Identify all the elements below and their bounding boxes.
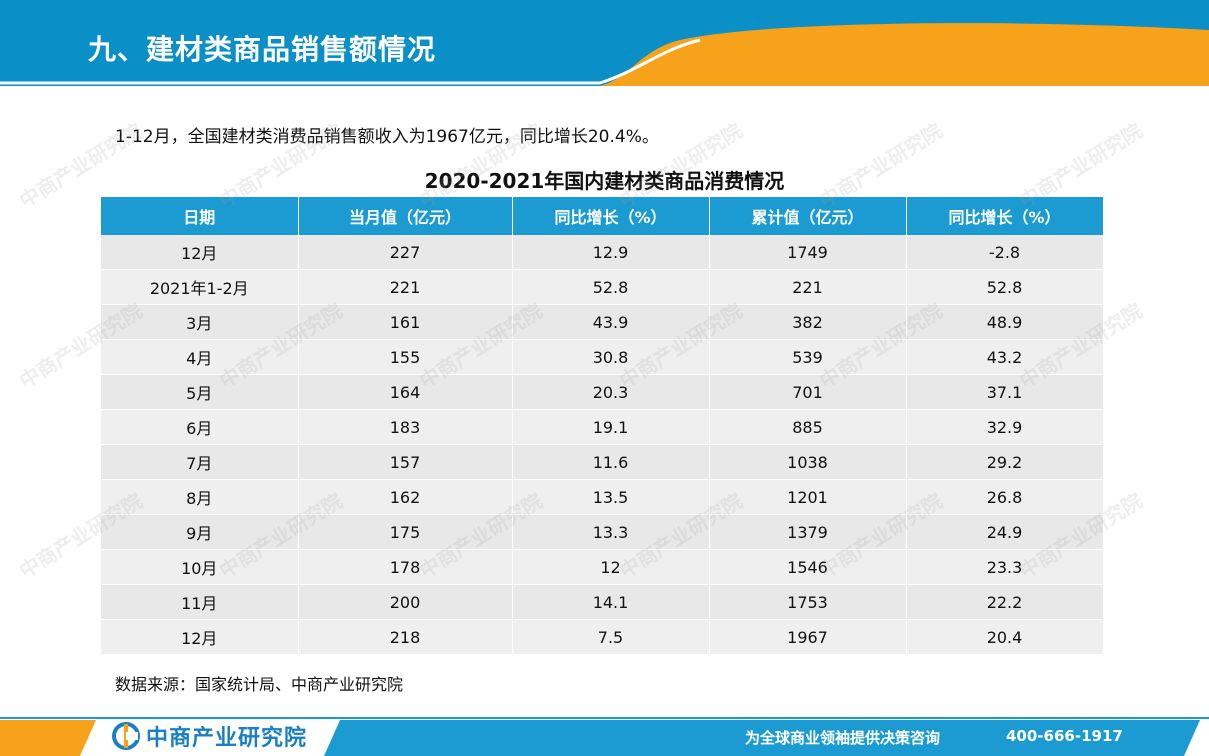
column-header-monthly-value: 当月值（亿元） bbox=[298, 197, 513, 235]
cell-cumulative-value: 701 bbox=[709, 374, 907, 410]
footer-slogan: 为全球商业领袖提供决策咨询 bbox=[745, 729, 941, 747]
table-row: 5月 164 20.3 701 37.1 bbox=[101, 374, 1104, 410]
cell-monthly-yoy: 13.5 bbox=[512, 479, 710, 515]
column-header-monthly-yoy: 同比增长（%） bbox=[512, 197, 710, 235]
cell-date: 12月 bbox=[101, 619, 299, 655]
table-body: 12月 227 12.9 1749 -2.8 2021年1-2月 221 52.8 221 52.… bbox=[101, 235, 1104, 655]
table-row: 4月 155 30.8 539 43.2 bbox=[101, 339, 1104, 375]
cell-monthly-value: 161 bbox=[298, 304, 513, 340]
cell-monthly-yoy: 12 bbox=[512, 549, 710, 585]
table-row: 12月 218 7.5 1967 20.4 bbox=[101, 619, 1104, 655]
cell-monthly-value: 221 bbox=[298, 269, 513, 305]
cell-monthly-value: 200 bbox=[298, 584, 513, 620]
cell-date: 7月 bbox=[101, 444, 299, 480]
cell-cumulative-yoy: 43.2 bbox=[906, 339, 1104, 375]
cell-monthly-yoy: 19.1 bbox=[512, 409, 710, 445]
cell-cumulative-yoy: 24.9 bbox=[906, 514, 1104, 550]
footer-bar bbox=[0, 716, 1209, 756]
askci-logo-icon bbox=[112, 722, 140, 750]
cell-monthly-value: 183 bbox=[298, 409, 513, 445]
table-row: 8月 162 13.5 1201 26.8 bbox=[101, 479, 1104, 515]
cell-date: 8月 bbox=[101, 479, 299, 515]
cell-cumulative-yoy: 22.2 bbox=[906, 584, 1104, 620]
cell-cumulative-value: 1546 bbox=[709, 549, 907, 585]
table-row: 10月 178 12 1546 23.3 bbox=[101, 549, 1104, 585]
column-header-cumulative-yoy: 同比增长（%） bbox=[906, 197, 1104, 235]
table-title: 2020-2021年国内建材类商品消费情况 bbox=[424, 169, 785, 193]
column-header-date: 日期 bbox=[101, 197, 299, 235]
cell-date: 6月 bbox=[101, 409, 299, 445]
cell-date: 4月 bbox=[101, 339, 299, 375]
cell-date: 9月 bbox=[101, 514, 299, 550]
cell-cumulative-yoy: 23.3 bbox=[906, 549, 1104, 585]
cell-cumulative-value: 1038 bbox=[709, 444, 907, 480]
cell-monthly-value: 227 bbox=[298, 235, 513, 270]
cell-date: 5月 bbox=[101, 374, 299, 410]
cell-date: 3月 bbox=[101, 304, 299, 340]
cell-monthly-value: 218 bbox=[298, 619, 513, 655]
cell-cumulative-value: 1967 bbox=[709, 619, 907, 655]
cell-date: 11月 bbox=[101, 584, 299, 620]
cell-monthly-yoy: 11.6 bbox=[512, 444, 710, 480]
cell-monthly-yoy: 52.8 bbox=[512, 269, 710, 305]
cell-monthly-yoy: 12.9 bbox=[512, 235, 710, 270]
table-row: 9月 175 13.3 1379 24.9 bbox=[101, 514, 1104, 550]
table-header-row: 日期 当月值（亿元） 同比增长（%） 累计值（亿元） 同比增长（%） bbox=[101, 197, 1104, 235]
cell-cumulative-value: 221 bbox=[709, 269, 907, 305]
cell-cumulative-yoy: 37.1 bbox=[906, 374, 1104, 410]
cell-cumulative-value: 382 bbox=[709, 304, 907, 340]
cell-monthly-value: 162 bbox=[298, 479, 513, 515]
cell-cumulative-yoy: 48.9 bbox=[906, 304, 1104, 340]
cell-cumulative-yoy: 52.8 bbox=[906, 269, 1104, 305]
page-title: 九、建材类商品销售额情况 bbox=[88, 33, 437, 66]
table-row: 7月 157 11.6 1038 29.2 bbox=[101, 444, 1104, 480]
cell-monthly-value: 157 bbox=[298, 444, 513, 480]
cell-cumulative-value: 1753 bbox=[709, 584, 907, 620]
cell-monthly-yoy: 7.5 bbox=[512, 619, 710, 655]
cell-cumulative-value: 1379 bbox=[709, 514, 907, 550]
table-row: 11月 200 14.1 1753 22.2 bbox=[101, 584, 1104, 620]
cell-cumulative-yoy: 29.2 bbox=[906, 444, 1104, 480]
cell-monthly-yoy: 20.3 bbox=[512, 374, 710, 410]
cell-date: 2021年1-2月 bbox=[101, 269, 299, 305]
table-row: 6月 183 19.1 885 32.9 bbox=[101, 409, 1104, 445]
footer-logo: 中商产业研究院 bbox=[112, 720, 307, 752]
cell-cumulative-value: 885 bbox=[709, 409, 907, 445]
cell-date: 10月 bbox=[101, 549, 299, 585]
table-row: 3月 161 43.9 382 48.9 bbox=[101, 304, 1104, 340]
cell-monthly-value: 175 bbox=[298, 514, 513, 550]
cell-monthly-value: 178 bbox=[298, 549, 513, 585]
table-row: 2021年1-2月 221 52.8 221 52.8 bbox=[101, 269, 1104, 305]
footer-bar-shape bbox=[0, 717, 1209, 756]
table-row: 12月 227 12.9 1749 -2.8 bbox=[101, 235, 1104, 270]
consumption-table: 日期 当月值（亿元） 同比增长（%） 累计值（亿元） 同比增长（%） 12月 22… bbox=[101, 197, 1104, 655]
cell-cumulative-value: 539 bbox=[709, 339, 907, 375]
cell-cumulative-value: 1749 bbox=[709, 235, 907, 270]
header-banner-shape bbox=[0, 0, 1209, 86]
cell-cumulative-value: 1201 bbox=[709, 479, 907, 515]
cell-monthly-yoy: 13.3 bbox=[512, 514, 710, 550]
footer-phone: 400-666-1917 bbox=[1006, 727, 1123, 745]
cell-cumulative-yoy: 32.9 bbox=[906, 409, 1104, 445]
data-source: 数据来源：国家统计局、中商产业研究院 bbox=[115, 675, 404, 694]
footer-logo-text: 中商产业研究院 bbox=[146, 726, 308, 751]
intro-text: 1-12月，全国建材类消费品销售额收入为1967亿元，同比增长20.4%。 bbox=[115, 127, 659, 147]
cell-cumulative-yoy: 26.8 bbox=[906, 479, 1104, 515]
column-header-cumulative-value: 累计值（亿元） bbox=[709, 197, 907, 235]
cell-cumulative-yoy: 20.4 bbox=[906, 619, 1104, 655]
cell-monthly-yoy: 30.8 bbox=[512, 339, 710, 375]
cell-monthly-value: 164 bbox=[298, 374, 513, 410]
cell-monthly-value: 155 bbox=[298, 339, 513, 375]
cell-monthly-yoy: 43.9 bbox=[512, 304, 710, 340]
header-banner: 九、建材类商品销售额情况 bbox=[0, 0, 1209, 86]
cell-cumulative-yoy: -2.8 bbox=[906, 235, 1104, 270]
cell-date: 12月 bbox=[101, 235, 299, 270]
cell-monthly-yoy: 14.1 bbox=[512, 584, 710, 620]
